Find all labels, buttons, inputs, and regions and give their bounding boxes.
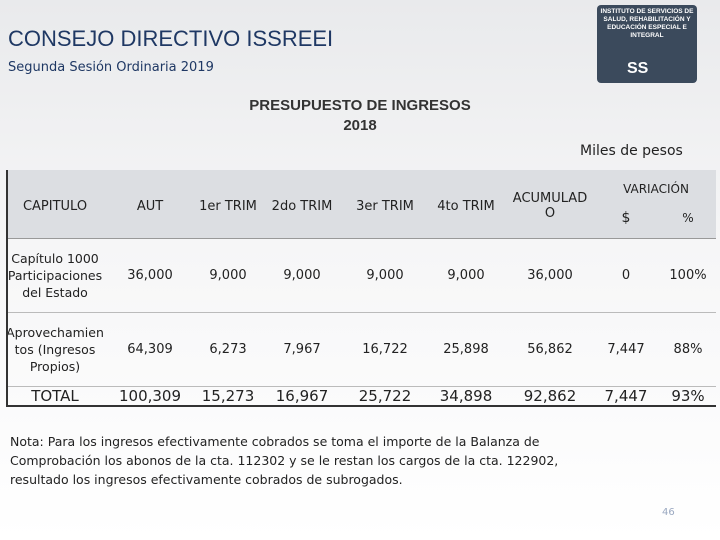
group-header: VARIACIÓN [623,182,689,196]
column-header: AUT [136,198,164,214]
row-label: TOTAL [31,386,79,405]
cell-value: 34,898 [439,386,493,405]
cell-value: 7,967 [283,341,321,357]
cell-value: 9,000 [209,267,247,283]
cell-value: 0 [621,267,631,283]
page-number: 46 [662,507,675,518]
note: Nota: Para los ingresos efectivamente co… [10,434,559,487]
cell-value: 88% [673,341,703,357]
row-label: Capítulo 1000 Participaciones del Estado [7,250,103,300]
rule [6,312,716,313]
units: Miles de pesos [580,143,683,159]
cell-value: 25,722 [358,386,412,405]
cell-value: 100% [669,267,707,283]
cell-value: 64,309 [127,341,173,357]
cell-value: 16,722 [362,341,408,357]
title: CONSEJO DIRECTIVO ISSREEI [8,26,334,51]
column-header: 3er TRIM [356,198,414,214]
column-header: 4to TRIM [437,198,495,214]
rule [6,386,716,387]
cell-value: 93% [671,386,705,405]
cell-value: 6,273 [209,341,247,357]
cell-value: 25,898 [443,341,489,357]
rule [6,238,716,239]
cell-value: 16,967 [275,386,329,405]
heading-line: PRESUPUESTO DE INGRESOS [249,97,471,114]
cell-value: 56,862 [527,341,573,357]
logo: INSTITUTO DE SERVICIOS DE SALUD, REHABIL… [597,5,697,83]
subtitle: Segunda Sesión Ordinaria 2019 [8,60,214,75]
column-header: $ [621,210,631,226]
logo-mark: SS [627,60,649,77]
cell-value: 92,862 [523,386,577,405]
logo-text: INSTITUTO DE SERVICIOS DE SALUD, REHABIL… [600,8,694,39]
heading-line: 2018 [343,117,377,134]
cell-value: 7,447 [604,386,648,405]
column-header: % [682,211,694,225]
cell-value: 7,447 [607,341,645,357]
header-band [6,170,716,238]
cell-value: 15,273 [201,386,255,405]
cell-value: 100,309 [118,386,182,405]
cell-value: 9,000 [283,267,321,283]
column-header: 1er TRIM [199,198,257,214]
cell-value: 9,000 [366,267,404,283]
cell-value: 9,000 [447,267,485,283]
column-header: ACUMULADO [512,191,588,221]
cell-value: 36,000 [127,267,173,283]
heading: PRESUPUESTO DE INGRESOS 2018 [200,96,520,136]
cell-value: 36,000 [527,267,573,283]
table-border [6,170,8,407]
column-header: CAPITULO [22,198,88,214]
rule [6,405,716,407]
column-header: 2do TRIM [271,198,333,214]
row-label: Aprovechamientos (Ingresos Propios) [6,324,104,374]
